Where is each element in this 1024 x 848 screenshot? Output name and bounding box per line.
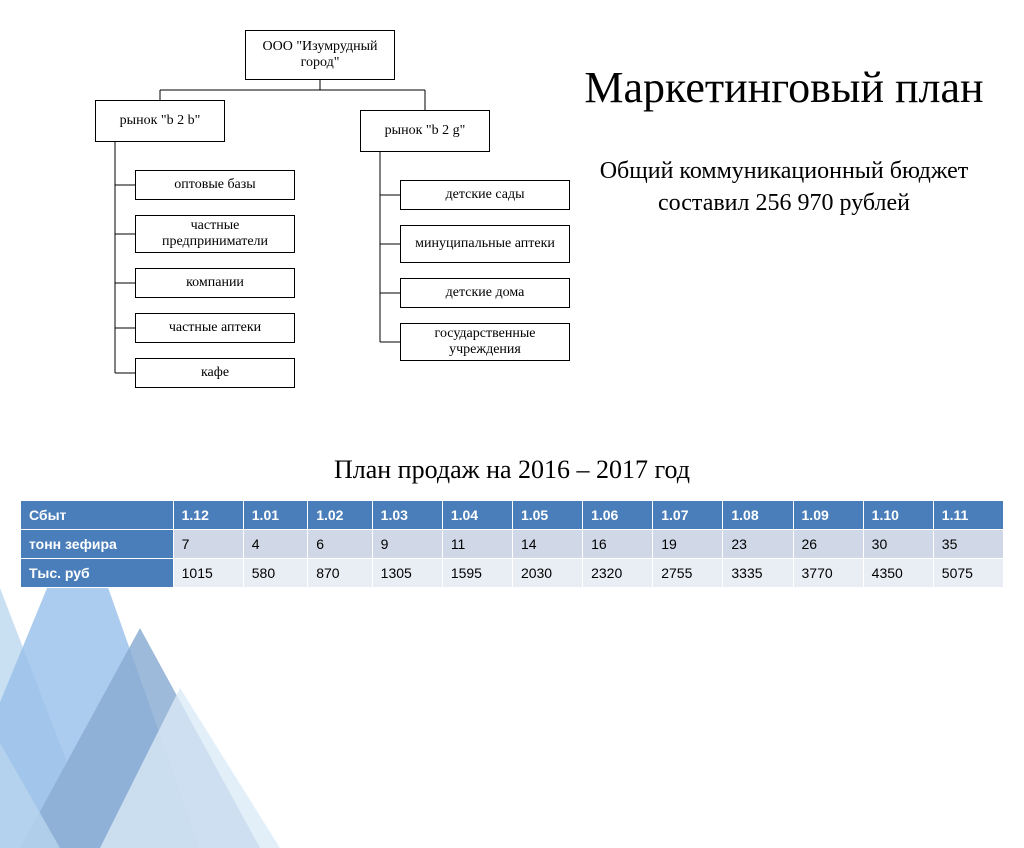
org-chart: ООО "Изумрудный город" рынок "b 2 b" оптов… — [60, 30, 580, 430]
table-cell: 30 — [863, 530, 933, 559]
table-col-header: 1.03 — [372, 501, 442, 530]
table-col-header: 1.04 — [442, 501, 512, 530]
table-cell: 9 — [372, 530, 442, 559]
org-child-node-0-3: частные аптеки — [135, 313, 295, 343]
table-col-header: 1.06 — [583, 501, 653, 530]
table-cell: 2030 — [512, 559, 582, 588]
title-block: Маркетинговый план Общий коммуникационны… — [584, 60, 984, 220]
org-root-node: ООО "Изумрудный город" — [245, 30, 395, 80]
table-cell: 1015 — [173, 559, 243, 588]
table-cell: 6 — [308, 530, 372, 559]
sales-plan-heading: План продаж на 2016 – 2017 год — [0, 455, 1024, 485]
main-title: Маркетинговый план — [584, 60, 984, 115]
table-cell: 19 — [653, 530, 723, 559]
table-cell: 14 — [512, 530, 582, 559]
table-cell: 3770 — [793, 559, 863, 588]
org-branch-head-0: рынок "b 2 b" — [95, 100, 225, 142]
table-col-header: 1.01 — [243, 501, 307, 530]
org-child-node-0-1: частные предприниматели — [135, 215, 295, 253]
table-cell: 3335 — [723, 559, 793, 588]
table-cell: 580 — [243, 559, 307, 588]
table-cell: 2320 — [583, 559, 653, 588]
table-col-header: 1.07 — [653, 501, 723, 530]
table-col-header: 1.05 — [512, 501, 582, 530]
subtitle: Общий коммуникационный бюджет составил 2… — [584, 155, 984, 220]
slide-content: Маркетинговый план Общий коммуникационны… — [0, 0, 1024, 768]
table-col-header: 1.08 — [723, 501, 793, 530]
table-cell: 23 — [723, 530, 793, 559]
org-child-node-1-1: минуципальные аптеки — [400, 225, 570, 263]
table-cell: 4350 — [863, 559, 933, 588]
table-cell: 11 — [442, 530, 512, 559]
sales-table: Сбыт1.121.011.021.031.041.051.061.071.08… — [20, 500, 1004, 588]
org-child-node-0-0: оптовые базы — [135, 170, 295, 200]
org-branch-head-1: рынок "b 2 g" — [360, 110, 490, 152]
table-header-row: Сбыт1.121.011.021.031.041.051.061.071.08… — [21, 501, 1004, 530]
table-col-header: 1.11 — [933, 501, 1003, 530]
table-cell: 5075 — [933, 559, 1003, 588]
table-col-header: 1.12 — [173, 501, 243, 530]
org-child-node-0-4: кафе — [135, 358, 295, 388]
table-cell: 26 — [793, 530, 863, 559]
table-col-header: 1.02 — [308, 501, 372, 530]
table-cell: 7 — [173, 530, 243, 559]
table-col-header: Сбыт — [21, 501, 174, 530]
table-cell: 2755 — [653, 559, 723, 588]
org-child-node-1-0: детские сады — [400, 180, 570, 210]
table-col-header: 1.10 — [863, 501, 933, 530]
table-cell: 1305 — [372, 559, 442, 588]
table-cell: 35 — [933, 530, 1003, 559]
org-child-node-1-2: детские дома — [400, 278, 570, 308]
table-row: Тыс. руб10155808701305159520302320275533… — [21, 559, 1004, 588]
org-child-node-1-3: государственные учреждения — [400, 323, 570, 361]
table-row-label: Тыс. руб — [21, 559, 174, 588]
org-child-node-0-2: компании — [135, 268, 295, 298]
table-cell: 16 — [583, 530, 653, 559]
table-row-label: тонн зефира — [21, 530, 174, 559]
table-cell: 870 — [308, 559, 372, 588]
table-row: тонн зефира74691114161923263035 — [21, 530, 1004, 559]
table-col-header: 1.09 — [793, 501, 863, 530]
table-cell: 1595 — [442, 559, 512, 588]
table-cell: 4 — [243, 530, 307, 559]
